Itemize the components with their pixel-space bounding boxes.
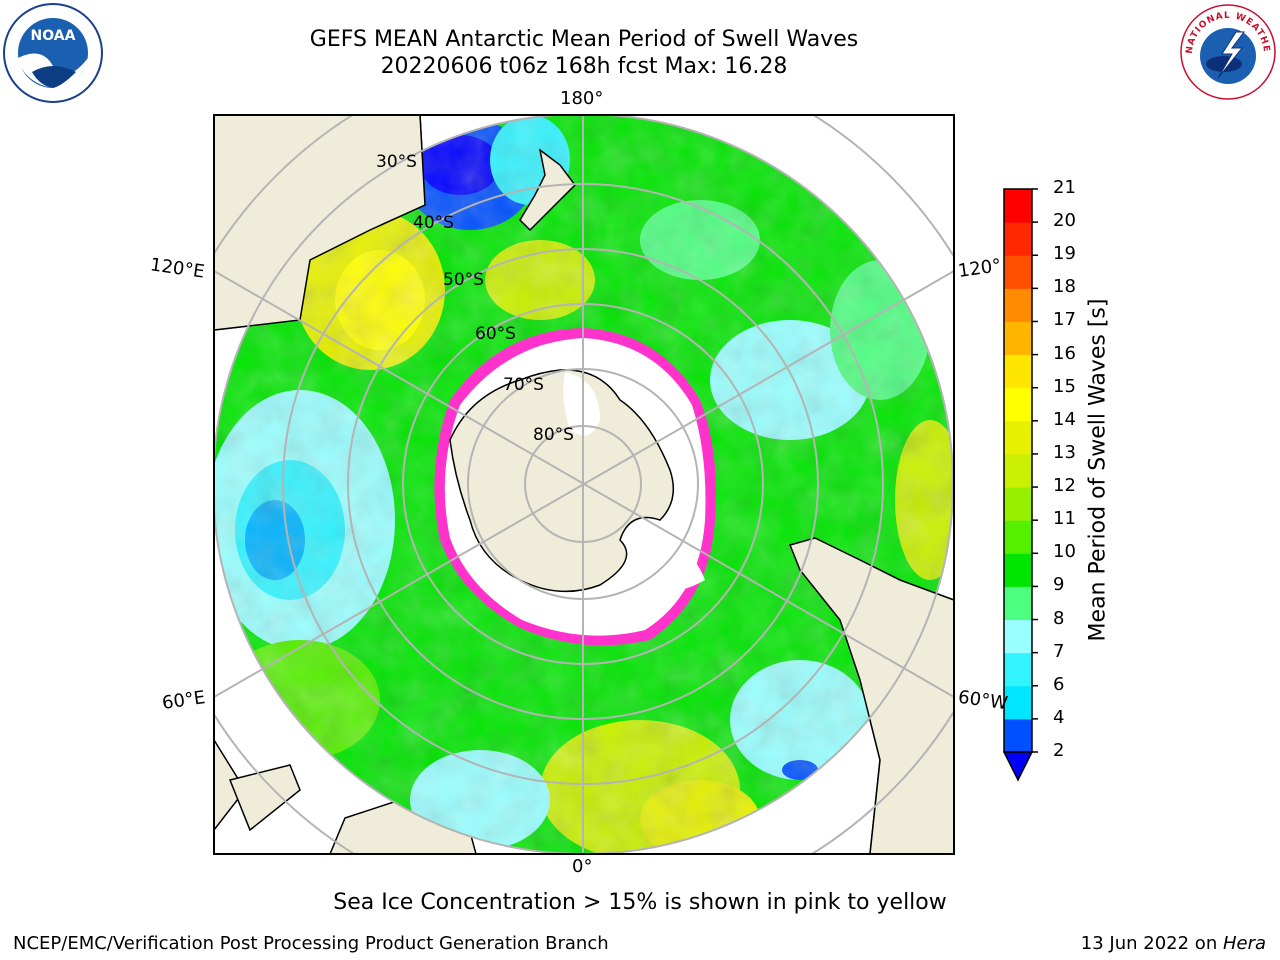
weddell-sea [626, 530, 705, 594]
colorbar-tick-label: 8 [1053, 607, 1065, 629]
credit-date: 13 Jun 2022 on Hera [1081, 933, 1266, 954]
colorbar-tick-label: 13 [1053, 441, 1076, 463]
colorbar-segment [1004, 520, 1032, 554]
colorbar-tick-label: 17 [1053, 309, 1076, 331]
colorbar-tick-label: 15 [1053, 375, 1076, 397]
colorbar-tick-label: 6 [1053, 673, 1065, 695]
colorbar-segment [1004, 387, 1032, 422]
map-frame [213, 114, 955, 855]
colorbar-segment [1004, 652, 1032, 687]
new-zealand-land [519, 148, 576, 232]
lat-label-30s: 30°S [376, 152, 417, 172]
colorbar-segment [1004, 255, 1032, 289]
colorbar-tick-label: 4 [1053, 706, 1065, 728]
colorbar-segment [1004, 619, 1032, 654]
credit-system: Hera [1222, 933, 1266, 954]
colorbar-segment [1004, 189, 1032, 223]
lon-label-180: 180° [560, 88, 604, 109]
colorbar-tick-label: 12 [1053, 475, 1076, 497]
credit-organization: NCEP/EMC/Verification Post Processing Pr… [13, 933, 609, 954]
colorbar-segment [1004, 321, 1032, 356]
colorbar-tick-label: 2 [1053, 740, 1065, 761]
colorbar-tick-label: 20 [1053, 210, 1076, 232]
colorbar-tick-label: 19 [1053, 243, 1076, 265]
antarctica-land [449, 369, 675, 593]
colorbar-segment [1004, 288, 1032, 322]
sea-ice-footnote: Sea Ice Concentration > 15% is shown in … [333, 890, 947, 915]
lat-label-60s: 60°S [475, 324, 516, 344]
map-title: GEFS MEAN Antarctic Mean Period of Swell… [309, 27, 859, 52]
map-subtitle: 20220606 t06z 168h fcst Max: 16.28 [380, 54, 788, 79]
lon-label-0: 0° [572, 856, 593, 877]
colorbar-tick-label: 21 [1053, 177, 1076, 198]
noaa-logo-text: NOAA [31, 28, 76, 44]
colorbar-segment [1004, 420, 1032, 455]
colorbar-segment [1004, 685, 1032, 720]
colorbar-segment [1004, 586, 1032, 621]
madagascar-land [228, 764, 301, 832]
colorbar-segment [1004, 354, 1032, 389]
colorbar-segment [1004, 718, 1032, 753]
colorbar-tick-label: 18 [1053, 276, 1076, 298]
colorbar-segment [1004, 222, 1032, 256]
colorbar-segment [1004, 487, 1032, 521]
colorbar [1002, 188, 1038, 782]
colorbar-tick-label: 9 [1053, 574, 1065, 596]
colorbar-segment [1004, 553, 1032, 587]
colorbar-frame [1003, 188, 1033, 753]
lat-label-70s: 70°S [503, 375, 544, 395]
colorbar-tick-label: 11 [1053, 508, 1076, 530]
ross-sea [563, 372, 600, 436]
colorbar-tick-label: 7 [1053, 640, 1065, 662]
colorbar-extend-arrow [1002, 751, 1034, 782]
credit-date-text: 13 Jun 2022 on [1080, 933, 1223, 954]
lat-label-50s: 50°S [443, 270, 484, 290]
colorbar-label: Mean Period of Swell Waves [s] [1085, 298, 1111, 642]
colorbar-tick-label: 10 [1053, 541, 1076, 563]
nws-logo: NATIONAL WEATHER SERVICE [1178, 2, 1276, 100]
lat-label-80s: 80°S [533, 425, 574, 445]
colorbar-segment [1004, 453, 1032, 488]
colorbar-tick-label: 14 [1053, 408, 1076, 430]
lat-label-40s: 40°S [413, 213, 454, 233]
colorbar-tick-label: 16 [1053, 342, 1076, 364]
noaa-logo: NOAA [3, 3, 103, 103]
africa-land [214, 738, 246, 832]
